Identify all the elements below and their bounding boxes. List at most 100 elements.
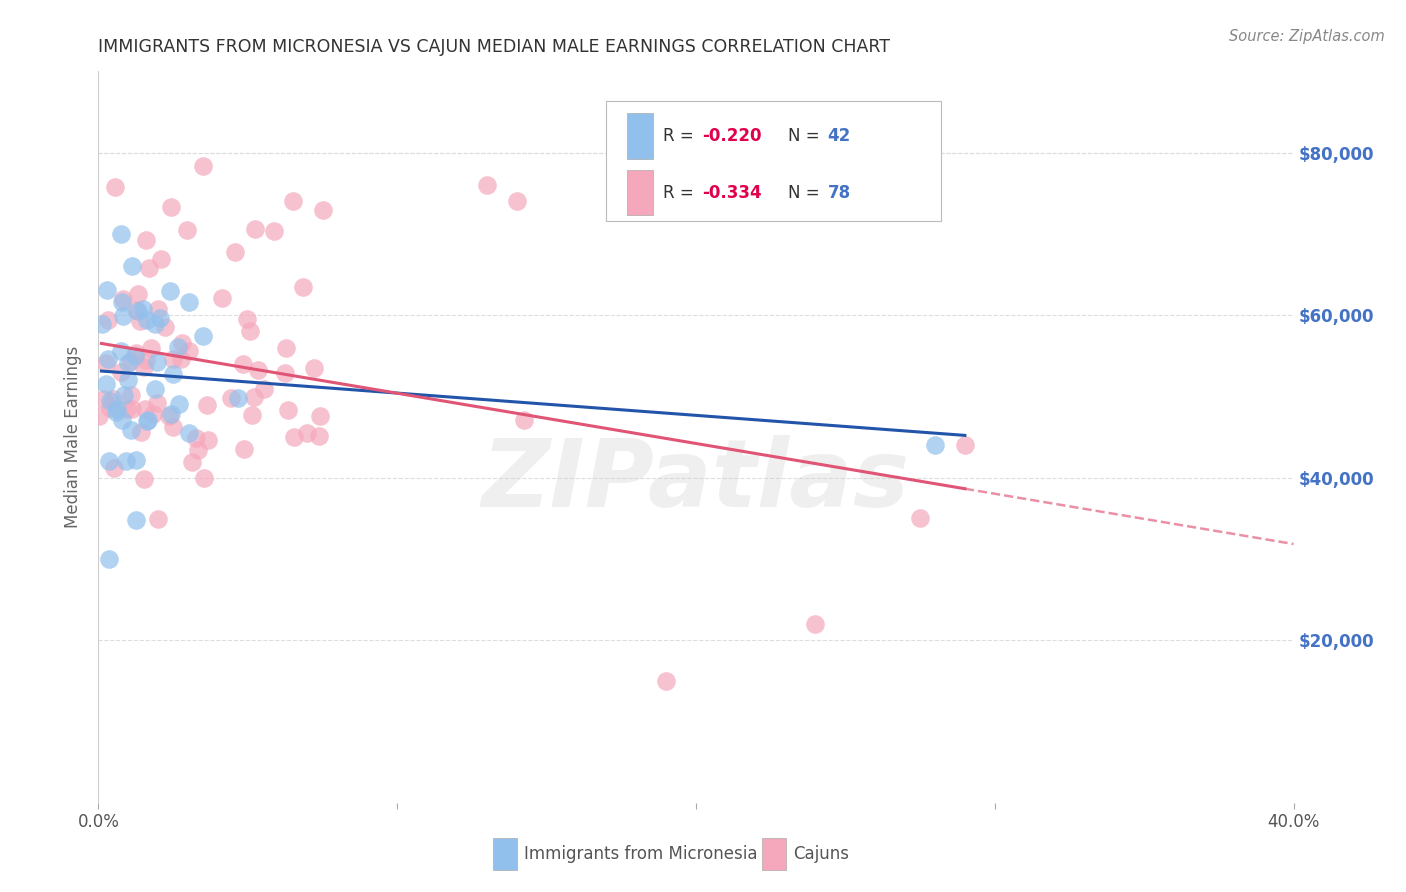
Point — [124, 350, 146, 364]
Point — [146, 355, 169, 369]
Point — [98, 394, 121, 409]
Point — [475, 178, 498, 193]
Point — [149, 311, 172, 326]
Point — [177, 344, 200, 359]
Point — [162, 367, 184, 381]
Point — [193, 159, 215, 173]
Point — [121, 402, 143, 417]
Text: 42: 42 — [827, 127, 851, 145]
Point — [115, 454, 138, 468]
Point — [110, 365, 132, 379]
Point — [97, 312, 120, 326]
Text: 78: 78 — [827, 184, 851, 202]
Point — [311, 202, 333, 217]
Point — [302, 360, 325, 375]
Point — [139, 341, 162, 355]
Point — [135, 233, 157, 247]
Point — [953, 438, 976, 452]
Point — [134, 401, 156, 416]
Point — [143, 317, 166, 331]
Point — [121, 260, 143, 274]
Point — [291, 279, 314, 293]
Point — [127, 303, 149, 318]
Point — [117, 355, 139, 369]
Point — [162, 420, 184, 434]
Point — [138, 413, 160, 427]
Point — [167, 397, 190, 411]
Text: -0.334: -0.334 — [702, 184, 762, 202]
Point — [135, 352, 157, 367]
Point — [246, 363, 269, 377]
Point — [211, 291, 233, 305]
Point — [125, 453, 148, 467]
Point — [506, 194, 529, 209]
Point — [924, 438, 946, 452]
Point — [232, 357, 254, 371]
Point — [295, 425, 318, 440]
Point — [170, 336, 193, 351]
Point — [226, 392, 249, 406]
Point — [308, 429, 330, 443]
Point — [513, 413, 536, 427]
Point — [94, 356, 117, 370]
Point — [187, 443, 209, 458]
Point — [146, 302, 169, 317]
Point — [94, 377, 117, 392]
Point — [120, 423, 142, 437]
Point — [804, 617, 827, 632]
Point — [160, 201, 183, 215]
Point — [239, 324, 262, 338]
Point — [157, 409, 180, 423]
Point — [111, 293, 134, 307]
Point — [125, 303, 148, 318]
Point — [142, 407, 165, 421]
Point — [197, 433, 219, 447]
Point — [179, 294, 201, 309]
Point — [125, 512, 148, 526]
Point — [127, 287, 149, 301]
Point — [908, 511, 931, 525]
Point — [129, 425, 152, 440]
Point — [129, 313, 152, 327]
Point — [253, 382, 276, 396]
Point — [145, 382, 167, 396]
Point — [146, 396, 169, 410]
Point — [112, 309, 135, 323]
Point — [97, 453, 120, 467]
Point — [150, 252, 173, 267]
Point — [176, 223, 198, 237]
Text: IMMIGRANTS FROM MICRONESIA VS CAJUN MEDIAN MALE EARNINGS CORRELATION CHART: IMMIGRANTS FROM MICRONESIA VS CAJUN MEDI… — [98, 38, 890, 56]
Point — [97, 351, 120, 366]
Point — [136, 414, 159, 428]
Point — [120, 354, 142, 368]
Point — [236, 311, 259, 326]
FancyBboxPatch shape — [762, 838, 786, 871]
Text: Cajuns: Cajuns — [793, 845, 849, 863]
Point — [103, 461, 125, 475]
Point — [98, 401, 121, 415]
Point — [111, 413, 134, 427]
Point — [117, 373, 139, 387]
Point — [90, 317, 112, 331]
Point — [160, 407, 183, 421]
Point — [274, 366, 297, 380]
Text: ZIPatlas: ZIPatlas — [482, 435, 910, 527]
Point — [179, 426, 201, 441]
Point — [132, 360, 155, 375]
Point — [309, 409, 332, 424]
Text: R =: R = — [662, 184, 699, 202]
Point — [153, 320, 176, 334]
Point — [97, 552, 120, 566]
Point — [110, 343, 132, 358]
Point — [110, 227, 132, 241]
Point — [120, 388, 142, 402]
Text: -0.220: -0.220 — [702, 127, 762, 145]
Point — [281, 194, 304, 209]
Point — [132, 472, 155, 486]
Point — [277, 402, 299, 417]
Point — [224, 244, 246, 259]
Point — [181, 455, 204, 469]
Point — [219, 391, 242, 405]
Point — [159, 284, 181, 298]
FancyBboxPatch shape — [606, 101, 941, 221]
